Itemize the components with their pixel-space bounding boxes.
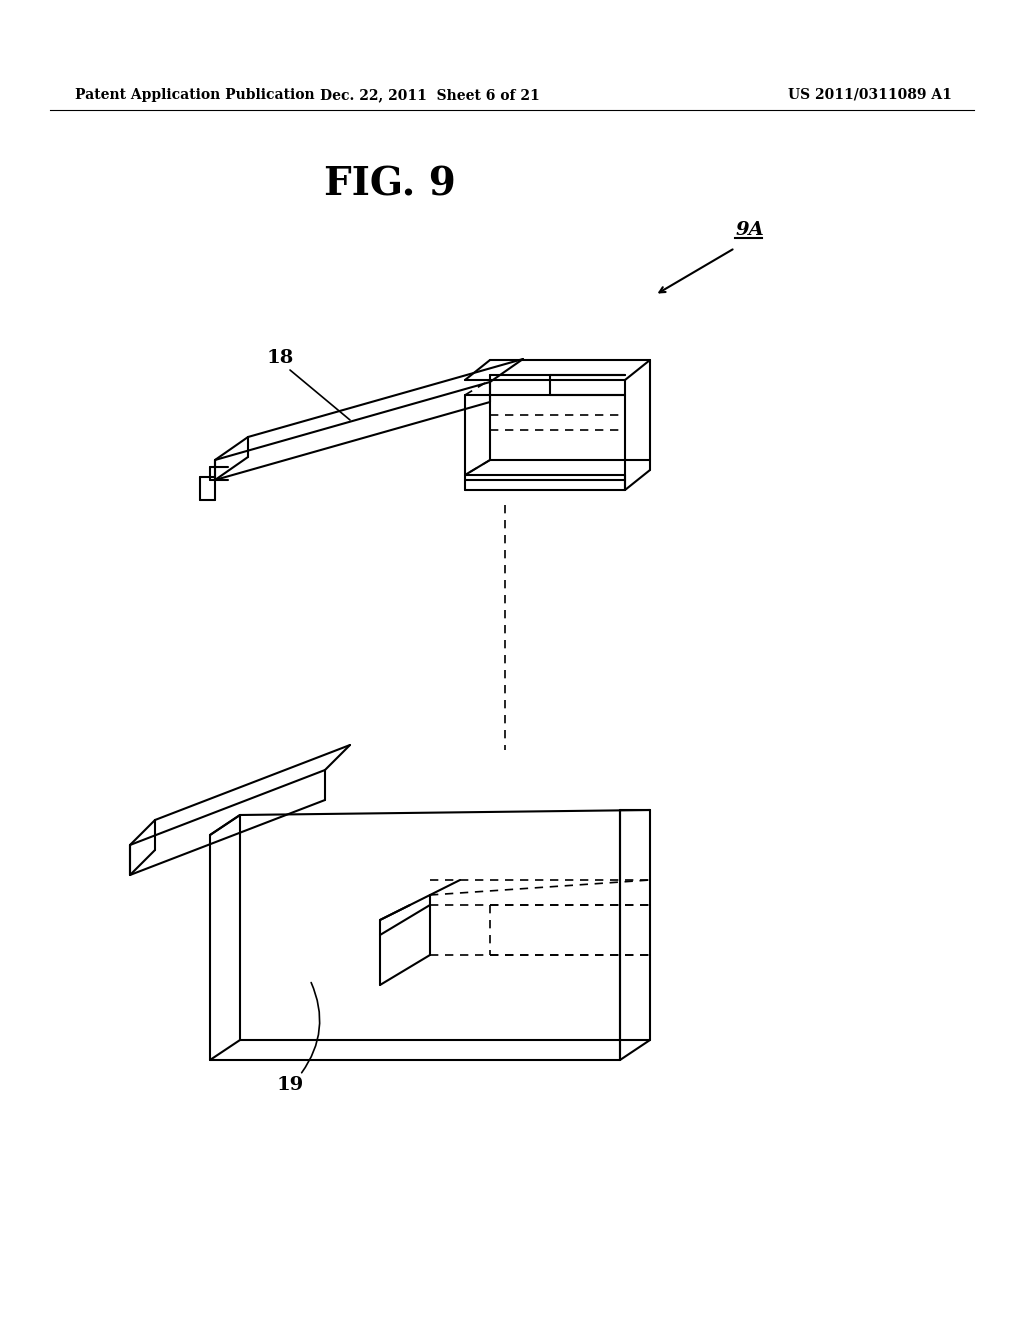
Text: 9A: 9A xyxy=(735,220,764,239)
Text: Dec. 22, 2011  Sheet 6 of 21: Dec. 22, 2011 Sheet 6 of 21 xyxy=(321,88,540,102)
Text: 18: 18 xyxy=(266,348,294,367)
Text: US 2011/0311089 A1: US 2011/0311089 A1 xyxy=(788,88,952,102)
Text: 19: 19 xyxy=(276,1076,304,1094)
Text: FIG. 9: FIG. 9 xyxy=(324,166,456,205)
Text: Patent Application Publication: Patent Application Publication xyxy=(75,88,314,102)
